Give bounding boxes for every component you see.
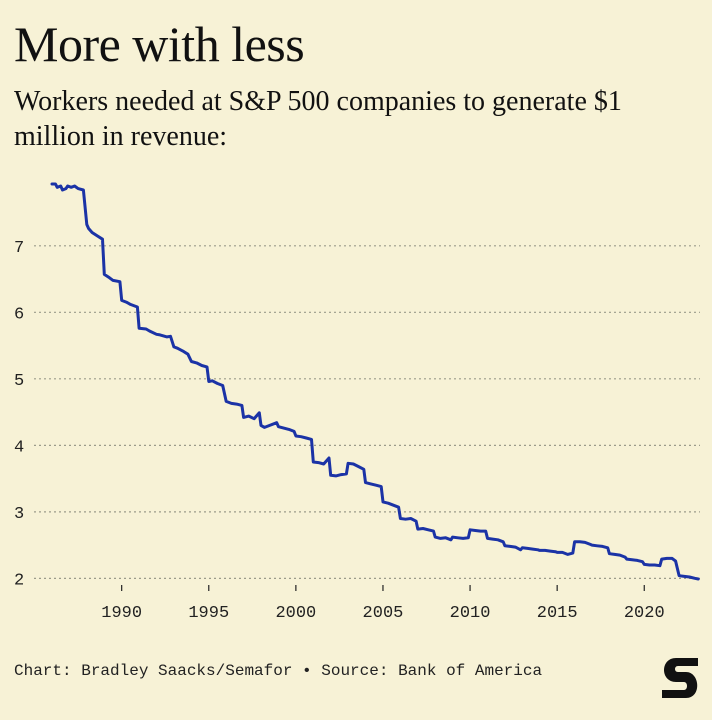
x-tick-label: 1990 bbox=[101, 604, 142, 623]
x-tick-label: 2015 bbox=[537, 604, 578, 623]
line-chart: 2 3 4 5 6 7 1990 1995 2000 2005 2010 2015 2020 bbox=[14, 182, 700, 623]
y-tick-label: 2 bbox=[14, 571, 24, 590]
series-layer bbox=[50, 182, 700, 581]
series-line-0 bbox=[50, 182, 700, 581]
y-axis: 2 3 4 5 6 7 bbox=[14, 239, 24, 591]
y-tick-label: 7 bbox=[14, 239, 24, 258]
y-tick-label: 3 bbox=[14, 505, 24, 524]
y-tick-label: 5 bbox=[14, 372, 24, 391]
chart-subtitle: Workers needed at S&P 500 companies to g… bbox=[14, 86, 622, 152]
x-tick-label: 2000 bbox=[275, 604, 316, 623]
x-tick-label: 2010 bbox=[450, 604, 491, 623]
y-tick-label: 6 bbox=[14, 305, 24, 324]
gridlines bbox=[34, 245, 700, 579]
x-tick-label: 2005 bbox=[363, 604, 404, 623]
chart-source-footer: Chart: Bradley Saacks/Semafor • Source: … bbox=[14, 662, 543, 680]
y-tick-label: 4 bbox=[14, 438, 24, 457]
x-tick-label: 2020 bbox=[624, 604, 665, 623]
x-axis: 1990 1995 2000 2005 2010 2015 2020 bbox=[101, 585, 665, 623]
semafor-s-logo-icon bbox=[662, 658, 698, 698]
chart-title: More with less bbox=[14, 16, 305, 72]
x-tick-label: 1995 bbox=[188, 604, 229, 623]
